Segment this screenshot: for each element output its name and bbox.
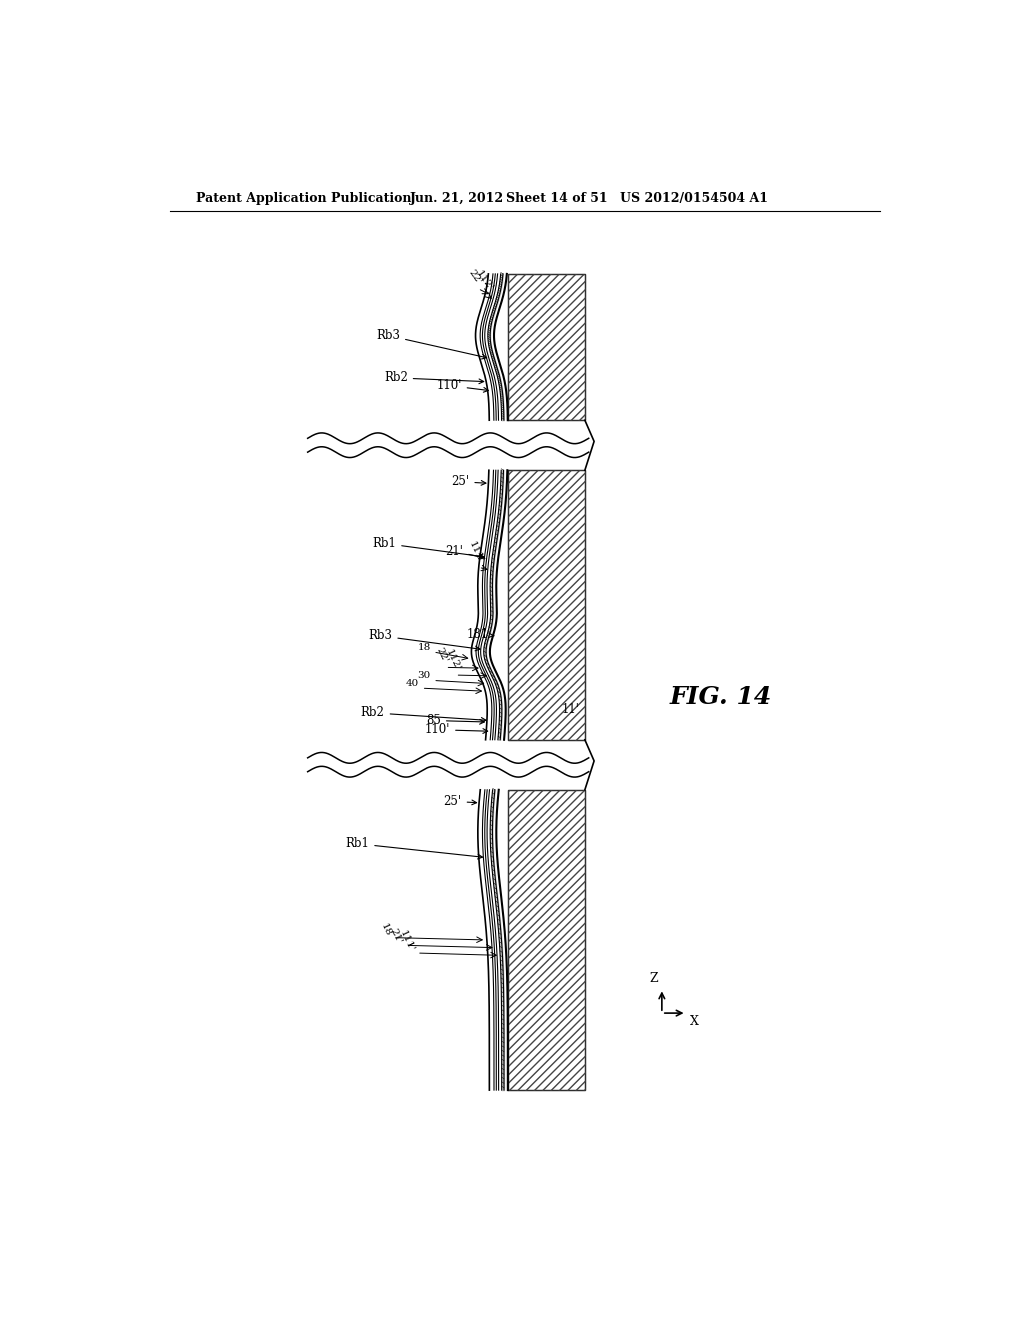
Text: 110': 110' bbox=[425, 723, 487, 737]
Text: 22': 22' bbox=[435, 647, 450, 665]
Text: 30: 30 bbox=[418, 671, 431, 680]
Text: Jun. 21, 2012: Jun. 21, 2012 bbox=[410, 191, 504, 205]
Text: X: X bbox=[689, 1015, 698, 1028]
Text: 110': 110' bbox=[436, 379, 488, 392]
Polygon shape bbox=[508, 789, 585, 1090]
Text: Rb3: Rb3 bbox=[376, 329, 486, 359]
Text: 112': 112' bbox=[474, 269, 495, 293]
Text: Rb1: Rb1 bbox=[373, 537, 483, 558]
Text: Sheet 14 of 51: Sheet 14 of 51 bbox=[506, 191, 608, 205]
Text: 21': 21' bbox=[389, 928, 403, 946]
Text: Rb2: Rb2 bbox=[360, 706, 486, 722]
Text: 40: 40 bbox=[407, 678, 419, 688]
Text: Rb3: Rb3 bbox=[369, 630, 480, 651]
Text: 181: 181 bbox=[467, 628, 495, 640]
Text: 112': 112' bbox=[443, 648, 461, 672]
Text: Rb2: Rb2 bbox=[384, 371, 483, 384]
Text: 18: 18 bbox=[379, 923, 392, 939]
Text: 111': 111' bbox=[397, 929, 416, 953]
Text: 25': 25' bbox=[443, 795, 476, 808]
Text: Z: Z bbox=[650, 973, 658, 985]
Text: 85: 85 bbox=[426, 714, 484, 727]
Text: 22': 22' bbox=[467, 268, 483, 286]
Text: 111': 111' bbox=[467, 540, 484, 565]
Text: Rb1: Rb1 bbox=[345, 837, 482, 859]
Text: FIG. 14: FIG. 14 bbox=[670, 685, 772, 709]
Text: Patent Application Publication: Patent Application Publication bbox=[196, 191, 412, 205]
Polygon shape bbox=[508, 275, 585, 420]
Text: 18: 18 bbox=[418, 643, 431, 652]
Polygon shape bbox=[508, 470, 585, 739]
Text: US 2012/0154504 A1: US 2012/0154504 A1 bbox=[621, 191, 768, 205]
Text: 25': 25' bbox=[452, 475, 486, 488]
Text: 11': 11' bbox=[562, 702, 580, 715]
Text: 21': 21' bbox=[445, 545, 484, 560]
